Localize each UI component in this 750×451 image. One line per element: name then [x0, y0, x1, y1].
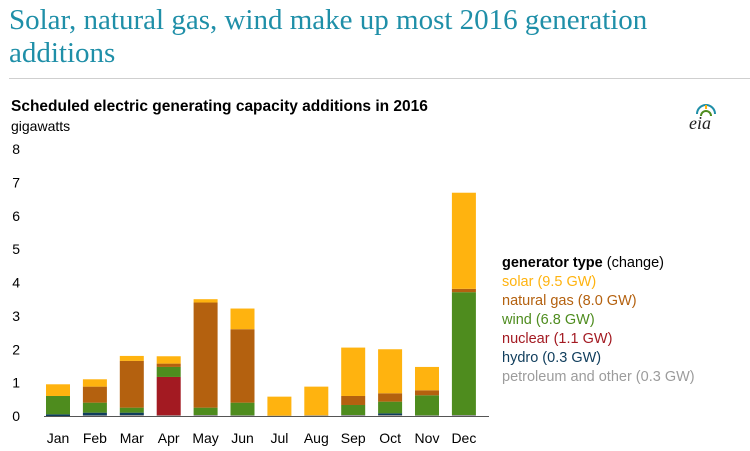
legend-item: wind (6.8 GW)	[502, 312, 595, 328]
eia-logo: eia	[689, 104, 723, 133]
legend-title-bold: generator type	[502, 255, 603, 271]
x-tick-label: Mar	[120, 430, 144, 446]
x-tick-label: Aug	[304, 430, 329, 446]
bar-segment	[341, 347, 366, 396]
y-axis-unit-label: gigawatts	[11, 118, 71, 134]
legend-item: petroleum and other (0.3 GW)	[502, 369, 695, 385]
y-tick-label: 0	[12, 408, 20, 424]
y-tick-label: 5	[12, 241, 20, 257]
bar-segment	[341, 414, 366, 416]
y-tick-label: 1	[12, 375, 20, 391]
bar-segment	[156, 363, 181, 367]
legend-item: hydro (0.3 GW)	[502, 350, 602, 366]
bar-segment	[193, 407, 218, 415]
bar-segment	[82, 386, 107, 403]
bar-segment	[156, 366, 181, 377]
bar-segment	[230, 415, 255, 416]
x-tick-label: May	[192, 430, 218, 446]
bar-segment	[193, 414, 218, 416]
x-tick-label: Feb	[83, 430, 107, 446]
legend-title: generator type (change)	[502, 254, 695, 273]
bar-segment	[378, 413, 403, 415]
legend-item: solar (9.5 GW)	[502, 274, 597, 290]
bar-segment	[451, 292, 476, 415]
bar-segment	[230, 308, 255, 330]
bar-segment	[230, 329, 255, 403]
bar-segment	[82, 415, 107, 416]
bar-segment	[82, 379, 107, 387]
bar-segment	[451, 414, 476, 416]
x-tick-label: Jul	[270, 430, 288, 446]
y-tick-label: 6	[12, 208, 20, 224]
bar-segment	[82, 402, 107, 413]
x-tick-label: Dec	[451, 430, 476, 446]
headline: Solar, natural gas, wind make up most 20…	[9, 4, 648, 69]
bar-segment	[304, 415, 329, 416]
y-tick-label: 7	[12, 174, 20, 190]
bar-segment	[156, 415, 181, 416]
bar-segment	[193, 299, 218, 303]
bar-segment	[119, 360, 144, 408]
x-tick-label: Apr	[158, 430, 180, 446]
bar-segment	[378, 401, 403, 414]
x-tick-label: Nov	[415, 430, 440, 446]
bar-segment	[267, 396, 292, 416]
bar-segment	[119, 355, 144, 361]
y-tick-label: 4	[12, 275, 20, 291]
y-tick-label: 8	[12, 141, 20, 157]
x-tick-label: Oct	[379, 430, 401, 446]
bar-segment	[378, 349, 403, 394]
bar-segment	[156, 376, 181, 416]
bar-segment	[415, 415, 439, 416]
bar-segment	[119, 407, 144, 413]
chart-title: Scheduled electric generating capacity a…	[11, 98, 428, 115]
x-tick-label: Sep	[341, 430, 366, 446]
bar-segment	[82, 412, 107, 416]
x-tick-label: Jan	[47, 430, 70, 446]
bar-segment	[415, 390, 439, 396]
bar-segment	[304, 386, 329, 416]
bar-segment	[341, 395, 366, 405]
eia-logo-rays-icon	[696, 104, 716, 117]
bar-segment	[378, 393, 403, 402]
bar-segment	[46, 384, 70, 396]
legend: generator type (change) solar (9.5 GW) na…	[502, 254, 695, 387]
bar-segment	[451, 192, 476, 289]
bar-segment	[119, 412, 144, 415]
header-divider	[9, 78, 750, 79]
bar-segment	[193, 302, 218, 408]
y-tick-label: 3	[12, 308, 20, 324]
legend-item: natural gas (8.0 GW)	[502, 293, 637, 309]
legend-item: nuclear (1.1 GW)	[502, 331, 613, 347]
bar-segment	[46, 395, 70, 415]
bar-segment	[156, 356, 181, 364]
legend-title-suffix: (change)	[602, 255, 664, 271]
bar-segment	[415, 395, 439, 416]
eia-logo-text: eia	[689, 113, 711, 133]
bar-segment	[451, 288, 476, 293]
x-tick-label: Jun	[231, 430, 254, 446]
bar-segment	[46, 414, 70, 416]
bar-segment	[230, 402, 255, 416]
bar-segment	[341, 404, 366, 415]
bar-segment	[267, 415, 292, 417]
bar-segment	[378, 414, 403, 416]
bar-segment	[119, 414, 144, 416]
bar-segment	[415, 366, 439, 391]
y-tick-label: 2	[12, 341, 20, 357]
